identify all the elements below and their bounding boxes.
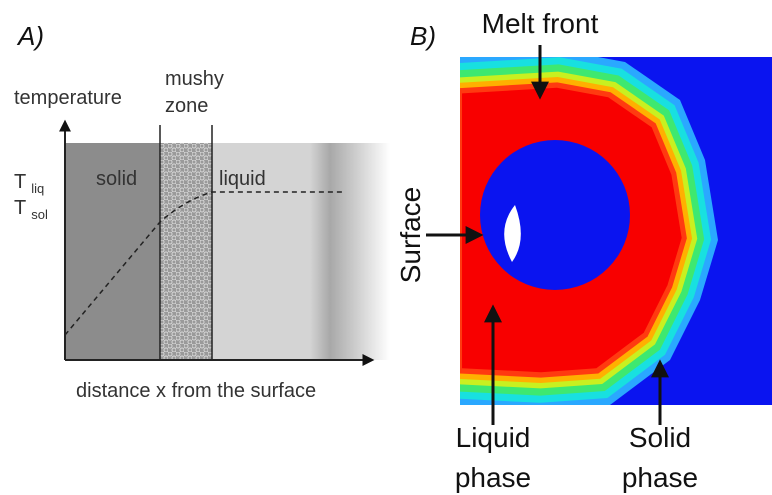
annotation: Solid [629, 422, 691, 453]
mushy-region [160, 143, 212, 360]
page: A) temperature mushy zone solid liquid T… [0, 0, 772, 495]
annotation: Liquid [456, 422, 531, 453]
panel-label: B) [410, 21, 436, 51]
axis-label: distance x from the surface [76, 380, 316, 402]
panel-b: B) Melt front Surface Liquid phase Solid… [395, 8, 772, 493]
annotation: phase [455, 462, 531, 493]
region-label: mushy [165, 68, 224, 90]
core [480, 140, 630, 290]
axis-label: temperature [14, 87, 122, 109]
region-label: liquid [219, 168, 266, 190]
region-label: zone [165, 95, 208, 117]
region-label: solid [96, 168, 137, 190]
annotation: Surface [395, 187, 426, 284]
fade-region [310, 143, 390, 360]
figure: A) temperature mushy zone solid liquid T… [0, 0, 772, 495]
annotation: Melt front [482, 8, 599, 39]
annotation: phase [622, 462, 698, 493]
panel-a: A) temperature mushy zone solid liquid T… [14, 21, 390, 402]
panel-label: A) [16, 21, 44, 51]
